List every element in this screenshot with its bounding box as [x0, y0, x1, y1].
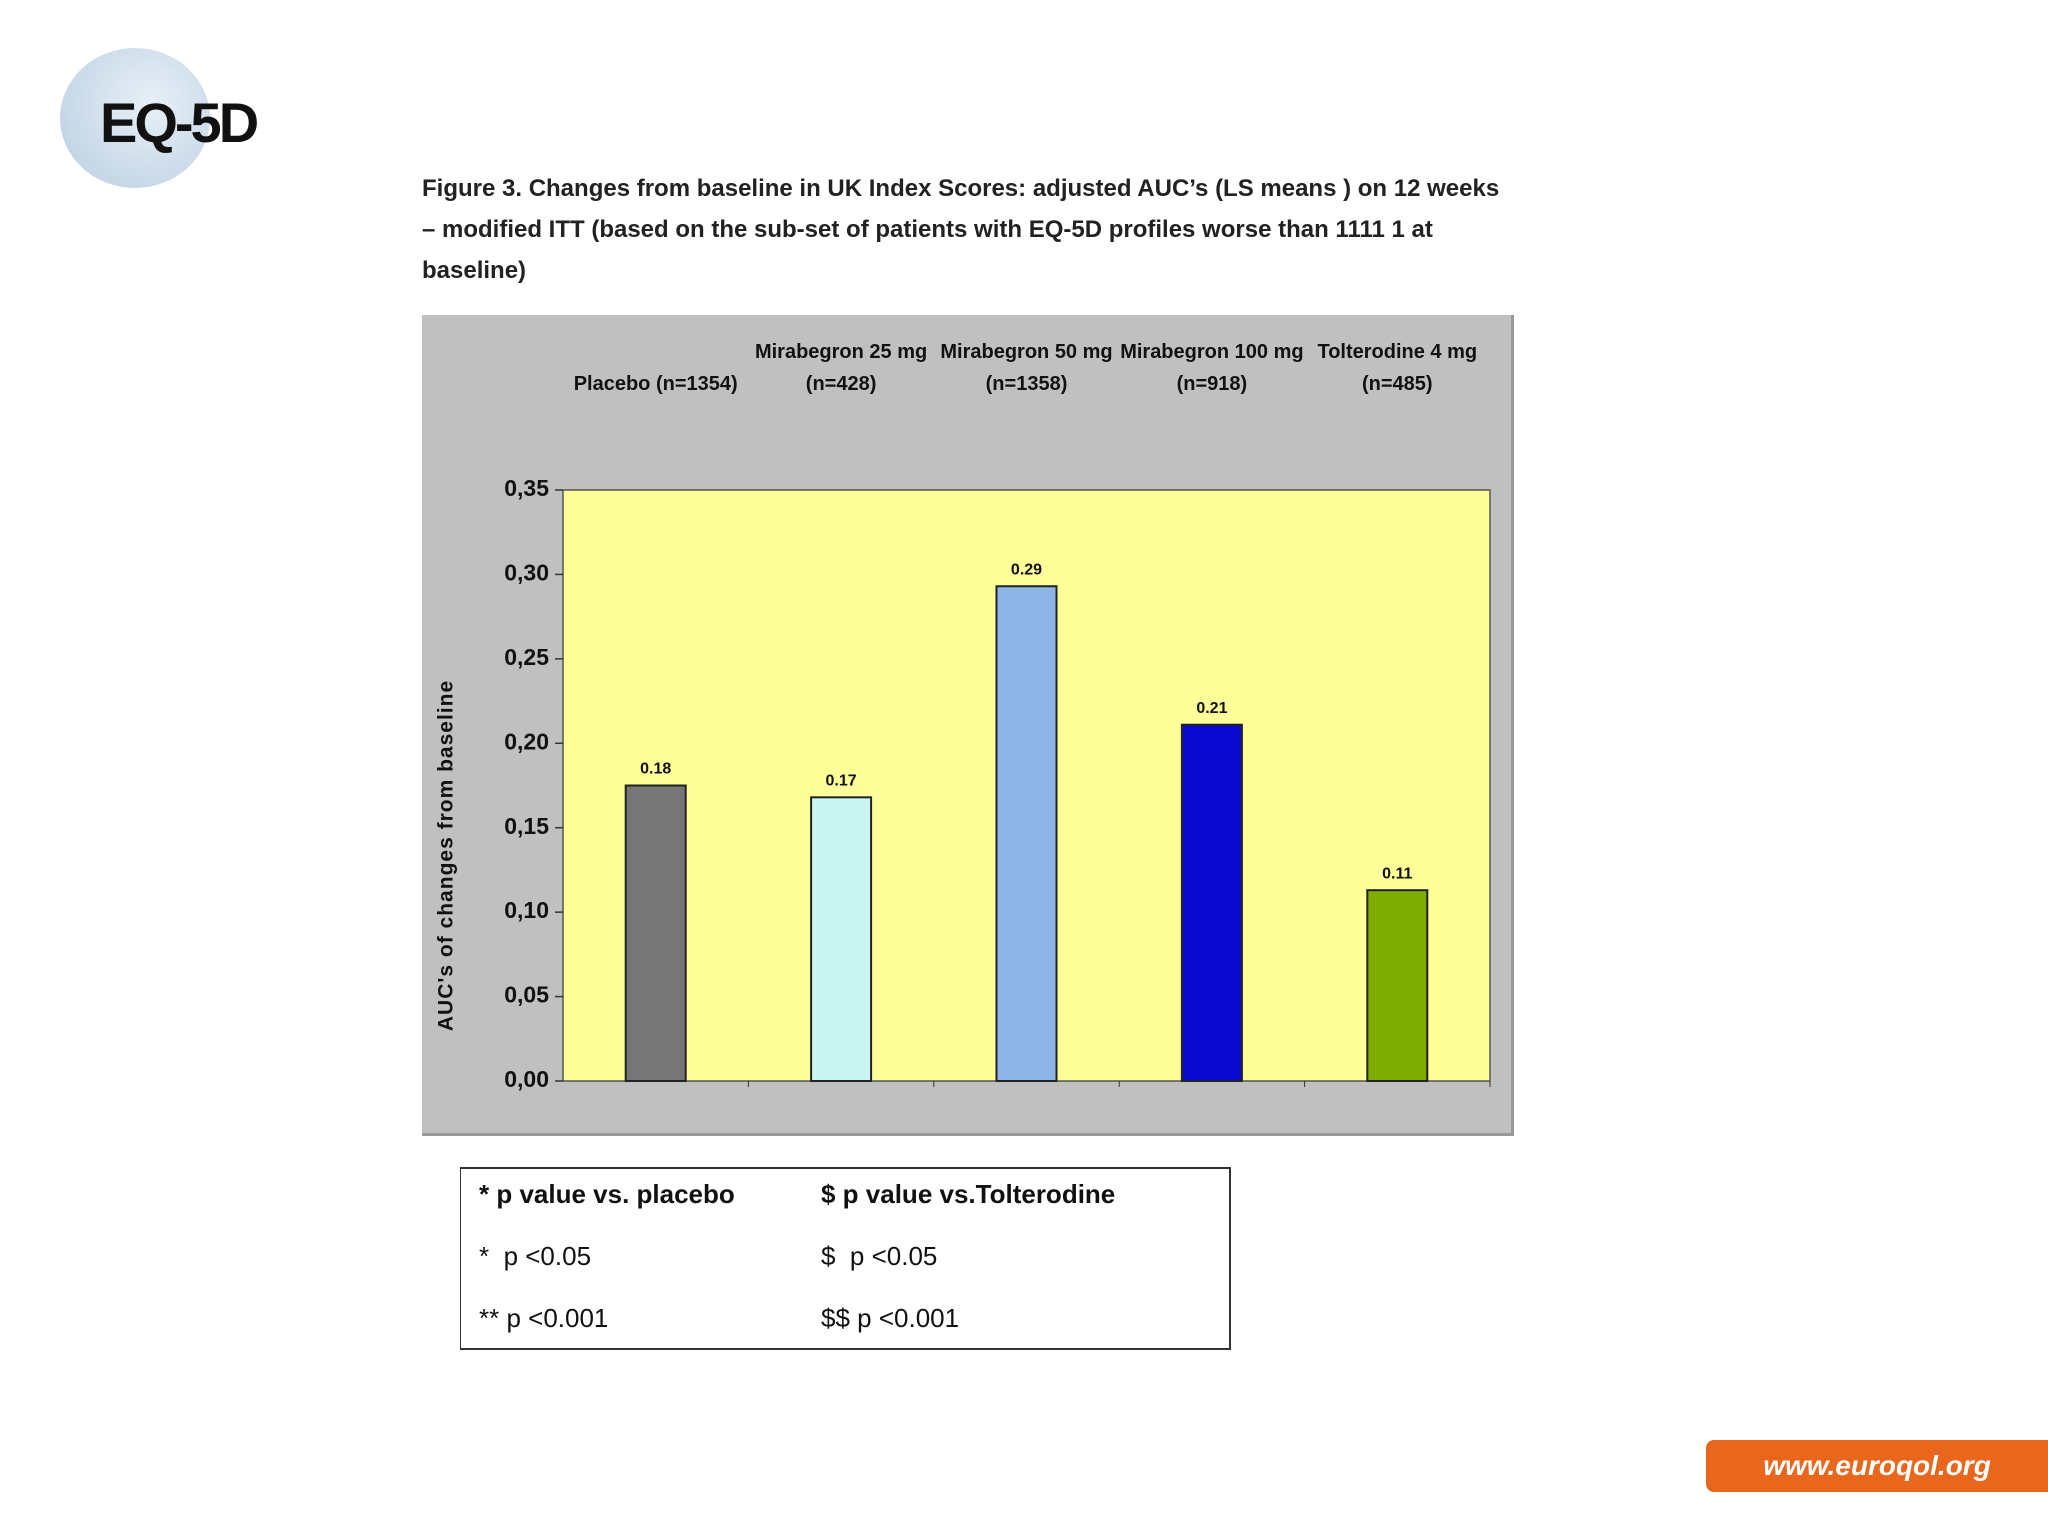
y-tick-label: 0,00	[504, 1066, 549, 1092]
table-header: $ p value vs.Tolterodine	[821, 1179, 1116, 1209]
x-tick-label: Tolterodine 4 mg (n=485)	[1317, 341, 1478, 395]
bar	[1366, 889, 1429, 1082]
y-tick-label: 0,25	[504, 644, 549, 670]
y-tick-label: 0,10	[504, 897, 549, 923]
x-tick-label: Mirabegron 100 mg (n=918)	[1120, 341, 1304, 395]
bar	[810, 796, 873, 1082]
x-tick-label: Mirabegron 25 mg (n=428)	[754, 341, 928, 395]
bar	[1180, 723, 1243, 1082]
x-tick-label: Mirabegron 50 mg (n=1358)	[940, 341, 1113, 395]
y-tick-label: 0,15	[504, 813, 549, 839]
value-label: 0.18	[640, 761, 671, 778]
x-tick-label: Placebo (n=1354)	[573, 373, 738, 395]
footer-url[interactable]: www.euroqol.org	[1706, 1440, 2048, 1492]
value-label: 0.17	[826, 773, 857, 790]
legend-table: * p value vs. placebo $ p value vs.Tolter…	[460, 1167, 1231, 1350]
y-axis-label: AUC's of changes from baseline	[435, 680, 458, 1031]
logo-globe	[60, 48, 210, 188]
table-cell: $$ p <0.001	[821, 1303, 960, 1333]
bar	[995, 585, 1058, 1083]
y-tick-label: 0,05	[504, 982, 549, 1008]
table-header: * p value vs. placebo	[479, 1179, 735, 1209]
value-label: 0.29	[1011, 561, 1042, 578]
y-tick-label: 0,30	[504, 560, 549, 586]
bar	[624, 784, 687, 1082]
table-cell: * p <0.05	[479, 1241, 592, 1271]
table-cell: $ p <0.05	[821, 1241, 938, 1271]
y-tick-label: 0,35	[504, 475, 549, 501]
table-cell: ** p <0.001	[479, 1303, 609, 1333]
caption: Figure 3. Changes from baseline in UK In…	[422, 175, 1500, 284]
logo: EQ-5D	[100, 91, 259, 154]
y-tick-label: 0,20	[504, 728, 549, 754]
value-label: 0.11	[1382, 865, 1412, 882]
value-label: 0.21	[1196, 700, 1227, 717]
